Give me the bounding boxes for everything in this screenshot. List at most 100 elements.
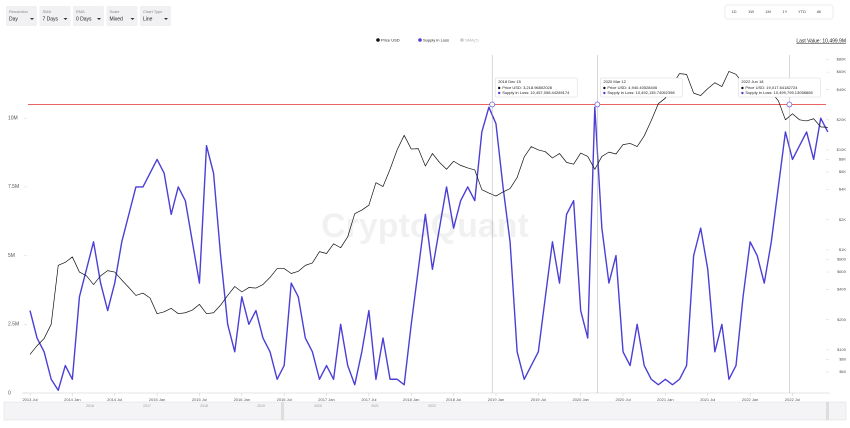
y2-tick-label: $6K bbox=[839, 169, 846, 174]
control[interactable] bbox=[6, 6, 37, 26]
control-label: Resolution bbox=[9, 9, 28, 14]
y2-tick-label: $400 bbox=[837, 287, 847, 292]
x-tick-label: 2017 Jan bbox=[318, 397, 334, 402]
tooltip-dot bbox=[603, 86, 606, 90]
x-tick-label: 2020 Jul bbox=[615, 397, 630, 402]
x-tick-label: 2014 Jul bbox=[107, 397, 122, 402]
hover-point bbox=[594, 101, 601, 108]
legend-label[interactable]: Price USD bbox=[381, 38, 400, 43]
x-tick-label: 2017 Jul bbox=[361, 397, 376, 402]
x-tick-label: 2019 Jan bbox=[488, 397, 504, 402]
tooltip-date: 2022 Jun 18 bbox=[741, 79, 764, 84]
y2-tick-label: $2K bbox=[839, 217, 846, 222]
y2-tick-label: $20K bbox=[837, 117, 847, 122]
series-line bbox=[29, 71, 828, 355]
tooltip-dot bbox=[603, 91, 606, 95]
x-tick-label: 2013 Jul bbox=[22, 397, 37, 402]
series-line bbox=[29, 106, 829, 391]
control-value: 0 Days bbox=[76, 16, 92, 22]
legend-marker bbox=[418, 38, 422, 42]
y-tick-label: 7.5M bbox=[8, 184, 19, 190]
watermark: CryptoQuant bbox=[321, 207, 529, 245]
y-tick-label: 0 bbox=[8, 390, 11, 396]
tooltip bbox=[600, 77, 683, 98]
control-label: Scale bbox=[110, 9, 121, 14]
x-tick-label: 2016 Jul bbox=[277, 397, 292, 402]
tooltip-date: 2018 Dec 15 bbox=[498, 79, 521, 84]
y2-tick-label: $40K bbox=[837, 87, 847, 92]
x-tick-label: 2016 Jan bbox=[234, 397, 250, 402]
dropdown-caret bbox=[63, 18, 68, 20]
x-tick-label: 2021 Jul bbox=[700, 397, 715, 402]
tooltip-line: Price USD: 4,940.40528406 bbox=[607, 85, 658, 90]
legend-label[interactable]: SMA(7) bbox=[465, 38, 479, 43]
navigator-label: 2018 bbox=[200, 404, 208, 408]
y2-tick-label: $1K bbox=[839, 247, 846, 252]
navigator-label: 2016 bbox=[86, 404, 94, 408]
control-label: SMA bbox=[43, 9, 52, 14]
control-value: Line bbox=[143, 16, 153, 22]
y2-tick-label: $800 bbox=[837, 257, 847, 262]
range-button[interactable]: 1M bbox=[765, 9, 771, 14]
tooltip bbox=[494, 77, 578, 98]
tooltip-line: Supply in Loss: 10,499,795.13058808 bbox=[745, 90, 813, 95]
dropdown-caret bbox=[30, 18, 34, 20]
tooltip-line: Supply in Loss: 10,457,058.44289174 bbox=[502, 90, 570, 95]
x-tick-label: 2022 Jan bbox=[742, 397, 758, 402]
navigator-label: 2017 bbox=[143, 404, 151, 408]
navigator-handle[interactable] bbox=[281, 402, 284, 420]
tooltip-dot bbox=[497, 86, 501, 90]
tooltip-line: Supply in Loss: 10,492,135.74052398 bbox=[607, 90, 675, 95]
y-tick-label: 2.5M bbox=[8, 322, 19, 328]
control-value: Mixed bbox=[110, 16, 124, 22]
x-tick-label: 2015 Jan bbox=[149, 397, 165, 402]
legend-label[interactable]: Supply in Loss bbox=[423, 38, 449, 43]
range-box bbox=[724, 4, 834, 20]
y2-tick-label: $80 bbox=[839, 357, 846, 362]
control[interactable] bbox=[73, 6, 104, 26]
control-value: 7 Days bbox=[43, 16, 59, 22]
navigator-label: 2021 bbox=[371, 404, 379, 408]
navigator[interactable] bbox=[3, 401, 847, 421]
tooltip-dot bbox=[741, 86, 744, 90]
x-tick-label: 2020 Jan bbox=[572, 397, 588, 402]
y2-tick-label: $60 bbox=[839, 369, 846, 374]
navigator-handle[interactable] bbox=[826, 402, 829, 420]
range-button[interactable]: All bbox=[817, 9, 822, 14]
control[interactable] bbox=[106, 6, 138, 26]
range-button[interactable]: YTD bbox=[798, 9, 806, 14]
control[interactable] bbox=[140, 6, 171, 26]
tooltip-dot bbox=[741, 91, 744, 95]
control[interactable] bbox=[39, 6, 71, 26]
dropdown-caret bbox=[164, 18, 168, 20]
range-button[interactable]: 1W bbox=[748, 9, 754, 14]
control-value: Day bbox=[9, 16, 18, 22]
control-label: Chart Type bbox=[143, 9, 163, 14]
hover-point bbox=[786, 101, 793, 108]
y2-tick-label: $600 bbox=[837, 269, 847, 274]
tooltip-date: 2020 Mar 12 bbox=[603, 79, 626, 84]
x-tick-label: 2018 Jan bbox=[403, 397, 419, 402]
range-button[interactable]: 1Y bbox=[783, 9, 788, 14]
tooltip-dot bbox=[497, 91, 501, 95]
navigator-label: 2019 bbox=[257, 404, 265, 408]
hover-point bbox=[489, 101, 495, 108]
y-tick-label: 10M bbox=[8, 116, 18, 122]
legend-marker bbox=[460, 38, 464, 42]
range-button[interactable]: 1D bbox=[731, 9, 736, 14]
navigator-label: 2020 bbox=[314, 404, 322, 408]
x-tick-label: 2015 Jul bbox=[192, 397, 207, 402]
navigator-label: 2022 bbox=[428, 404, 436, 408]
tooltip-line: Price USD: 3,218.96802028 bbox=[502, 85, 553, 90]
y2-tick-label: $60K bbox=[837, 69, 847, 74]
y-tick-label: 5M bbox=[8, 253, 15, 259]
x-tick-label: 2022 Jul bbox=[785, 397, 800, 402]
dropdown-caret bbox=[130, 18, 135, 20]
y2-tick-label: $4K bbox=[839, 187, 846, 192]
x-tick-label: 2021 Jan bbox=[657, 397, 673, 402]
y2-tick-label: $200 bbox=[837, 317, 847, 322]
x-tick-label: 2014 Jan bbox=[64, 397, 80, 402]
x-tick-label: 2019 Jul bbox=[531, 397, 546, 402]
tooltip-line: Price USD: 19,017.64182724 bbox=[745, 85, 798, 90]
